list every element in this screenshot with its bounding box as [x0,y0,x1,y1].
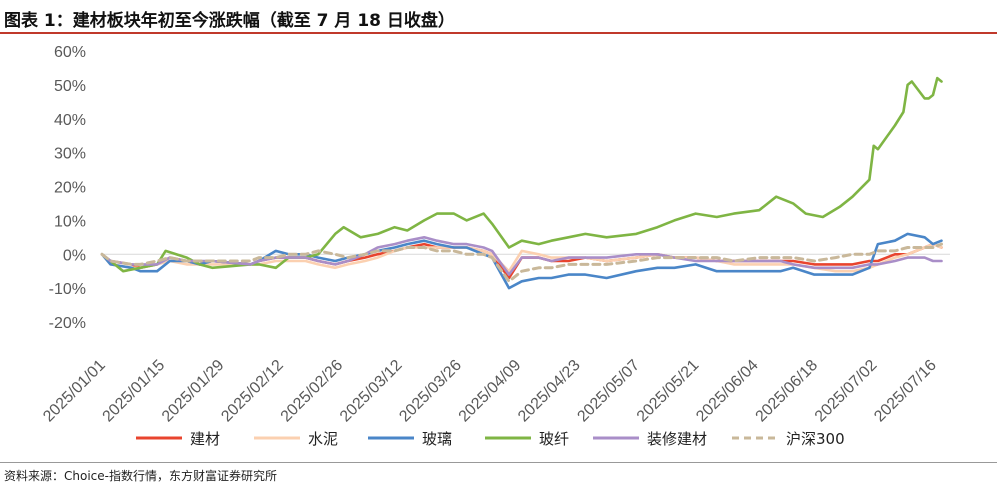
x-tick-label: 2025/03/26 [396,357,465,426]
series-lines [100,76,943,290]
legend-label: 装修建材 [647,430,707,448]
figure-header: 图表 1：建材板块年初至今涨跌幅（截至 7 月 18 日收盘） [0,0,997,34]
y-tick-label: 50% [54,78,86,95]
y-axis: -20% -10% 0% 10% 20% 30% 40% 50% 60% [49,44,950,332]
x-tick-label: 2025/01/29 [159,357,228,426]
footer-rule [0,462,997,463]
legend-label: 水泥 [308,430,338,448]
title-underline [0,32,997,34]
y-tick-label: 20% [54,180,86,197]
legend-label: 玻纤 [539,430,569,448]
x-tick-label: 2025/07/16 [871,357,940,426]
source-note: 资料来源：Choice-指数行情，东方财富证券研究所 [4,469,277,483]
legend-label: 沪深300 [786,430,845,448]
x-tick-label: 2025/04/09 [456,357,525,426]
figure-title: 图表 1：建材板块年初至今涨跌幅（截至 7 月 18 日收盘） [4,11,455,31]
y-tick-label: 10% [54,213,86,230]
y-tick-label: -20% [49,315,86,332]
series-line-玻纤 [100,76,943,273]
y-tick-label: -10% [49,281,86,298]
x-tick-label: 2025/01/15 [100,357,169,426]
x-tick-label: 2025/04/23 [515,357,584,426]
line-chart: -20%-10%0%10%20%30%40%50%60% 2025/01/012… [40,44,950,448]
y-tick-label: 30% [54,146,86,163]
x-tick-label: 2025/02/12 [218,357,287,426]
x-tick-label: 2025/06/18 [753,357,822,426]
legend-label: 建材 [190,430,220,448]
x-tick-label: 2025/07/02 [812,357,881,426]
y-tick-label: 40% [54,112,86,129]
x-tick-label: 2025/06/04 [693,357,762,426]
series-line-沪深300 [100,242,943,283]
y-tick-label: 0% [63,247,86,264]
legend-label: 玻璃 [422,430,452,448]
x-axis: 2025/01/012025/01/152025/01/292025/02/12… [40,357,940,426]
series-line-装修建材 [100,236,943,276]
x-tick-label: 2025/03/12 [337,357,406,426]
legend: 建材 水泥 玻璃 玻纤 装修建材 沪深300 [136,430,845,448]
x-tick-label: 2025/01/01 [40,357,109,426]
x-tick-label: 2025/02/26 [278,357,347,426]
x-tick-label: 2025/05/07 [574,357,643,426]
x-tick-label: 2025/05/21 [634,357,703,426]
y-tick-label: 60% [54,44,86,61]
